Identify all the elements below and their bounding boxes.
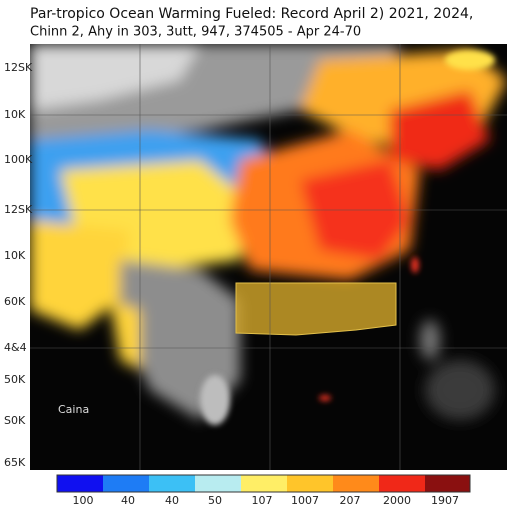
legend-label: 107 — [252, 494, 273, 507]
axis-label: 12SK — [4, 61, 33, 74]
legend-label: 1907 — [431, 494, 459, 507]
highlight-region — [235, 282, 397, 336]
axis-label: 100K — [4, 153, 33, 166]
map — [30, 44, 507, 470]
coast-details — [200, 50, 495, 425]
legend-label: 40 — [121, 494, 135, 507]
colorbar — [56, 474, 471, 493]
legend-label: 2000 — [383, 494, 411, 507]
axis-label: 65K — [4, 456, 26, 469]
map-label: Caina — [58, 403, 89, 416]
axis-label: 60K — [4, 295, 26, 308]
axis-label: S0K — [4, 414, 26, 427]
axis-label: 50K — [4, 373, 26, 386]
legend-label: 50 — [208, 494, 222, 507]
axis-label: 10K — [4, 249, 26, 262]
legend-label: 207 — [340, 494, 361, 507]
title: Par-tropico Ocean Warming Fueled: Record… — [30, 6, 473, 22]
graticule — [30, 44, 507, 470]
subtitle: Chinn 2, Ahy in 303, 3utt, 947, 374505 -… — [30, 25, 361, 40]
legend-label: 1007 — [291, 494, 319, 507]
axis-label: 10K — [4, 108, 26, 121]
legend-label: 100 — [73, 494, 94, 507]
axis-label: 12SK — [4, 203, 33, 216]
legend-label: 40 — [165, 494, 179, 507]
axis-label: 4&4 — [4, 341, 27, 354]
